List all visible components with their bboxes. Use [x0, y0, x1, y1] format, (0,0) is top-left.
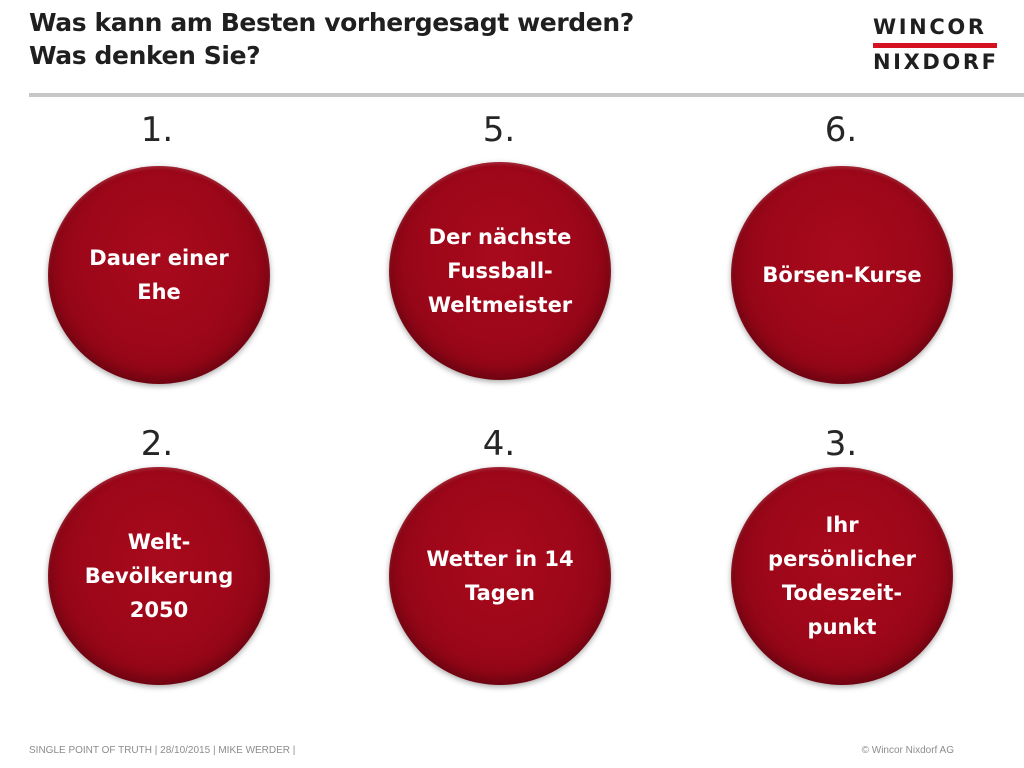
circle-label: Welt- Bevölkerung 2050: [84, 530, 234, 622]
title-line-1: Was kann am Besten vorhergesagt werden?: [29, 8, 634, 37]
prediction-circle-wetter[interactable]: Wetter in 14 Tagen: [389, 467, 611, 685]
rank-number-5: 5.: [482, 110, 516, 150]
rank-number-4: 4.: [482, 424, 516, 464]
header-divider: [29, 93, 1024, 97]
wincor-nixdorf-logo: WINCOR NIXDORF: [873, 14, 999, 76]
rank-number-2: 2.: [140, 424, 174, 464]
rank-number-6: 6.: [824, 110, 858, 150]
circle-label: Dauer einer Ehe: [89, 246, 229, 304]
footer-copyright: © Wincor Nixdorf AG: [861, 745, 954, 756]
rank-number-3: 3.: [824, 424, 858, 464]
rank-number-1: 1.: [140, 110, 174, 150]
prediction-circle-todeszeitpunkt[interactable]: Ihr persönlicher Todeszeit- punkt: [731, 467, 953, 685]
prediction-circle-boersen[interactable]: Börsen-Kurse: [731, 166, 953, 384]
circle-label: Der nächste Fussball- Weltmeister: [427, 225, 573, 317]
footer-info: SINGLE POINT OF TRUTH | 28/10/2015 | MIK…: [29, 745, 296, 756]
prediction-circle-fussball[interactable]: Der nächste Fussball- Weltmeister: [389, 162, 611, 380]
page-title: Was kann am Besten vorhergesagt werden? …: [29, 6, 789, 72]
circle-label: Börsen-Kurse: [762, 263, 922, 287]
logo-text-nixdorf: NIXDORF: [873, 50, 999, 74]
prediction-circle-bevoelkerung[interactable]: Welt- Bevölkerung 2050: [48, 467, 270, 685]
circle-label: Wetter in 14 Tagen: [426, 547, 574, 605]
logo-red-bar: [873, 43, 997, 48]
prediction-circle-ehe[interactable]: Dauer einer Ehe: [48, 166, 270, 384]
logo-text-wincor: WINCOR: [873, 15, 987, 39]
circle-label: Ihr persönlicher Todeszeit- punkt: [768, 513, 916, 639]
title-line-2: Was denken Sie?: [29, 41, 261, 70]
